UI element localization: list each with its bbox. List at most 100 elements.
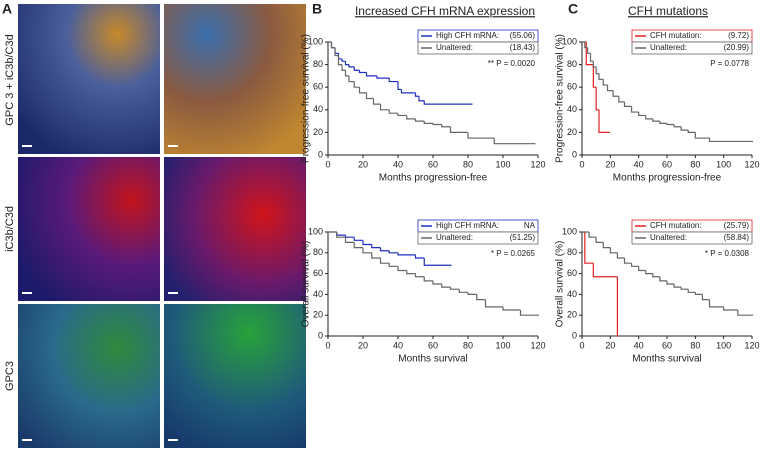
survival-step — [362, 247, 372, 254]
y-tick-label: 0 — [572, 330, 577, 340]
survival-step — [588, 232, 597, 238]
x-tick-label: 0 — [325, 340, 330, 350]
survival-step — [638, 112, 646, 117]
survival-step — [371, 244, 381, 249]
survival-step — [400, 89, 416, 94]
survival-step — [476, 294, 486, 301]
y-tick-label: 80 — [313, 59, 323, 69]
survival-step — [388, 263, 398, 267]
survival-step — [673, 124, 682, 128]
survival-step — [423, 258, 451, 266]
column-title: Increased CFH mRNA expression — [355, 4, 535, 18]
survival-step — [449, 287, 460, 290]
survival-step — [336, 232, 346, 236]
image — [18, 157, 160, 301]
y-axis-label: Progression-free survival (%) — [301, 34, 312, 163]
y-tick-label: 40 — [313, 104, 323, 114]
x-tick-label: 40 — [393, 159, 403, 169]
survival-step — [645, 115, 653, 120]
scale-bars — [22, 145, 178, 441]
survival-step — [623, 101, 632, 108]
image — [18, 4, 160, 154]
legend-box — [417, 231, 539, 245]
survival-step — [348, 64, 355, 68]
survival-step — [344, 237, 355, 243]
y-tick-label: 100 — [308, 226, 323, 236]
survival-step — [423, 276, 433, 282]
survival-step — [358, 87, 367, 94]
y-tick-label: 0 — [572, 149, 577, 159]
image — [164, 4, 306, 154]
survival-step — [365, 92, 374, 100]
survival-step — [519, 310, 538, 316]
legend-box — [631, 41, 753, 55]
y-tick-label: 100 — [308, 36, 323, 46]
x-tick-label: 100 — [495, 159, 510, 169]
legend-label: CFH mutation: — [650, 221, 702, 230]
x-tick-label: 20 — [605, 340, 615, 350]
x-axis-label: Months progression-free — [379, 173, 488, 184]
survival-step — [336, 232, 346, 238]
row-label: iC3b/C3d — [4, 206, 16, 252]
legend-label: Unaltered: — [650, 43, 687, 52]
x-axis-label: Months progression-free — [613, 173, 722, 184]
survival-step — [687, 130, 696, 133]
legend-label: Unaltered: — [436, 43, 473, 52]
survival-step — [584, 42, 588, 49]
legend-median: (9.72) — [728, 31, 749, 40]
y-axis-label: Progression-free survival (%) — [555, 34, 566, 163]
x-tick-label: 80 — [463, 340, 473, 350]
survival-step — [723, 306, 738, 311]
survival-step — [602, 242, 611, 249]
y-tick-label: 40 — [313, 289, 323, 299]
survival-step — [337, 55, 342, 66]
x-tick-label: 60 — [662, 340, 672, 350]
survival-step — [585, 42, 594, 66]
survival-step — [638, 266, 646, 272]
survival-step — [397, 252, 416, 256]
y-axis-label: Overall survival (%) — [555, 241, 566, 328]
survival-step — [379, 104, 390, 111]
survival-step — [418, 96, 425, 102]
legend-median: (55.06) — [510, 31, 536, 40]
survival-step — [397, 81, 402, 91]
survival-step — [414, 254, 425, 259]
survival-step — [341, 64, 346, 71]
survival-step — [606, 84, 614, 92]
survival-step — [598, 73, 604, 80]
survival-step — [659, 276, 667, 282]
x-tick-label: 40 — [634, 159, 644, 169]
survival-step — [618, 96, 625, 103]
x-tick-label: 0 — [579, 159, 584, 169]
x-axis-label: Months survival — [398, 354, 467, 365]
survival-step — [341, 58, 346, 62]
x-tick-label: 80 — [690, 159, 700, 169]
micrographs — [18, 4, 306, 448]
legend-box — [631, 231, 753, 245]
survival-step — [595, 87, 599, 111]
survival-step — [584, 232, 594, 264]
survival-step — [344, 70, 349, 77]
survival-step — [467, 292, 477, 295]
survival-step — [589, 53, 594, 62]
survival-step — [406, 115, 416, 120]
survival-step — [353, 242, 363, 249]
x-tick-label: 80 — [463, 159, 473, 169]
survival-step — [414, 118, 425, 122]
legend-median: (25.79) — [724, 221, 750, 230]
survival-step — [652, 273, 660, 278]
survival-step — [595, 237, 604, 243]
legend-box — [417, 41, 539, 55]
survival-step — [708, 299, 724, 308]
survival-step — [666, 123, 675, 126]
x-tick-label: 80 — [690, 340, 700, 350]
panel-label: C — [568, 1, 578, 17]
survival-step — [406, 270, 416, 275]
survival-step — [598, 109, 609, 133]
survival-step — [365, 72, 377, 77]
survival-step — [484, 299, 503, 308]
y-tick-label: 100 — [562, 226, 577, 236]
survival-step — [432, 280, 442, 285]
survival-step — [432, 123, 442, 126]
